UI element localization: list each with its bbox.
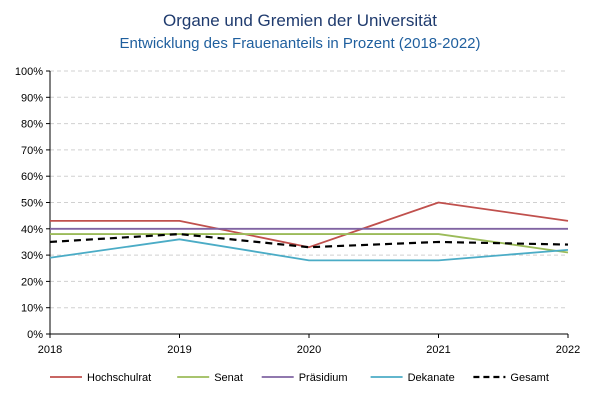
series-line-senat bbox=[50, 233, 569, 254]
series-line-hochschulrat bbox=[50, 201, 569, 249]
y-tick-label: 50% bbox=[21, 198, 43, 210]
y-tick-label: 10% bbox=[21, 303, 43, 315]
legend-item-senat: Senat bbox=[177, 372, 243, 384]
legend-item-praesidium: Präsidium bbox=[261, 372, 348, 384]
legend-label: Gesamt bbox=[510, 372, 549, 384]
x-tick-label: 2021 bbox=[426, 344, 450, 356]
y-tick-label: 80% bbox=[21, 119, 43, 131]
chart-title: Organe und Gremien der Universität bbox=[163, 11, 437, 30]
y-tick-label: 40% bbox=[21, 224, 43, 236]
legend-label: Präsidium bbox=[299, 372, 348, 384]
legend-label: Dekanate bbox=[408, 372, 455, 384]
y-tick-label: 20% bbox=[21, 276, 43, 288]
y-tick-label: 30% bbox=[21, 250, 43, 262]
series-layer bbox=[49, 201, 569, 262]
y-tick-label: 90% bbox=[21, 92, 43, 104]
y-tick-label: 100% bbox=[15, 66, 43, 78]
legend-label: Senat bbox=[214, 372, 243, 384]
legend-item-hochschulrat: Hochschulrat bbox=[50, 372, 151, 384]
series-line-gesamt bbox=[49, 232, 569, 249]
x-tick-label: 2018 bbox=[38, 344, 62, 356]
x-tick-label: 2019 bbox=[167, 344, 191, 356]
legend-item-gesamt: Gesamt bbox=[473, 372, 549, 384]
legend-label: Hochschulrat bbox=[87, 372, 151, 384]
y-tick-label: 0% bbox=[27, 329, 43, 341]
x-tick-label: 2020 bbox=[297, 344, 321, 356]
legend-item-dekanate: Dekanate bbox=[370, 372, 455, 384]
grid-layer bbox=[50, 70, 568, 309]
legend: Hochschulrat Senat Präsidium Dekanate Gesamt bbox=[50, 372, 549, 384]
chart-subtitle: Entwicklung des Frauenanteils in Prozent… bbox=[119, 35, 480, 52]
y-tick-label: 70% bbox=[21, 145, 43, 157]
y-tick-label: 60% bbox=[21, 171, 43, 183]
x-tick-label: 2022 bbox=[556, 344, 580, 356]
series-line-dekanate bbox=[49, 238, 569, 262]
axis-layer: 0% 10% 20% 30% 40% 50% 60% 70% 80% 90% 100% 2018 201… bbox=[15, 66, 580, 356]
